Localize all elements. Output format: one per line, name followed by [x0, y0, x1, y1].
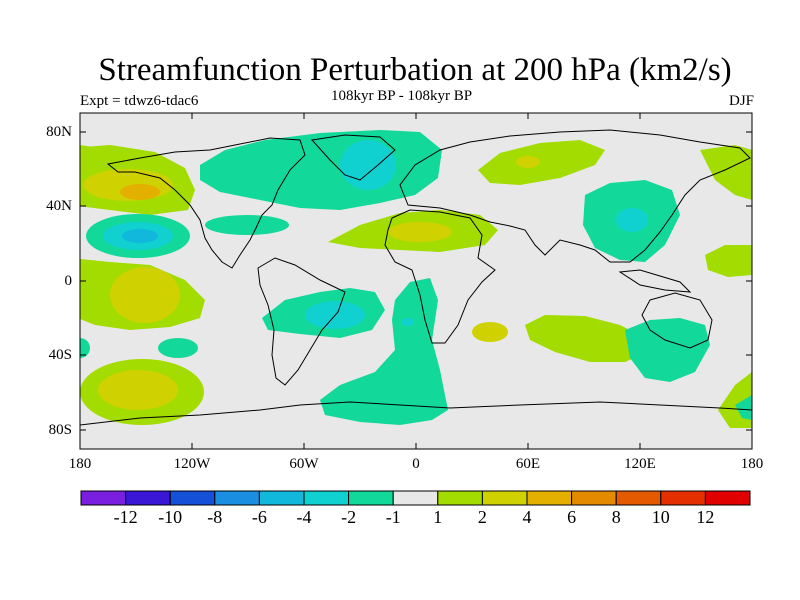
- contour-sw-edge-low: [80, 338, 90, 358]
- colorbar-label: -12: [113, 507, 138, 527]
- coast-indonesia: [618, 269, 692, 293]
- colorbar-label: 6: [567, 507, 577, 527]
- colorbar-box: [169, 490, 216, 506]
- contour-trop-pacific-high-inner: [110, 267, 180, 323]
- colorbar-box: [481, 490, 528, 506]
- coast-africa: [384, 209, 496, 344]
- contour-central-pacific-low-core: [122, 229, 158, 243]
- plot-title: Streamfunction Perturbation at 200 hPa (…: [98, 52, 732, 88]
- colorbar-label: -6: [251, 507, 267, 527]
- lat-label-80s: 80S: [48, 422, 72, 438]
- contour-fields: [80, 130, 752, 428]
- contour-north-west-high: [80, 145, 110, 168]
- colorbar: [80, 490, 751, 506]
- colorbar-box: [392, 490, 439, 506]
- contour-sw-pacific-low-e: [735, 395, 752, 420]
- lat-label-40n: 40N: [46, 198, 72, 214]
- axis-ticks: [80, 113, 752, 449]
- colorbar-label: 1: [433, 507, 443, 527]
- colorbar-box: [526, 490, 573, 506]
- colorbar-box: [80, 490, 127, 506]
- colorbar-box: [348, 490, 394, 506]
- colorbar-box: [214, 490, 260, 506]
- contour-e-asia-low-inner: [616, 208, 648, 232]
- coast-eurasia: [399, 129, 751, 263]
- contour-se-pacific-low: [158, 338, 198, 358]
- lat-label-40s: 40S: [48, 347, 72, 363]
- contour-siberia-high-inner: [516, 156, 540, 168]
- coast-north-america: [106, 137, 306, 269]
- contour-north-east-high: [700, 145, 752, 200]
- coastlines: [80, 129, 752, 426]
- contour-n-america-low: [205, 215, 289, 235]
- colorbar-box: [615, 490, 662, 506]
- contour-s-indian-high: [525, 315, 648, 362]
- contour-n-atlantic-low-inner: [340, 140, 396, 190]
- colorbar-box: [660, 490, 706, 506]
- lon-label-120w: 120W: [173, 456, 211, 472]
- lon-label-180e: 180: [740, 456, 764, 472]
- lat-label-eq: 0: [64, 273, 73, 289]
- lat-label-80n: 80N: [46, 124, 72, 140]
- colorbar-box: [704, 490, 751, 506]
- contour-australia-s-low: [625, 318, 710, 382]
- coast-antarctica: [80, 401, 752, 426]
- colorbar-label: -2: [341, 507, 357, 527]
- contour-s-atlantic-low-inner: [402, 318, 414, 326]
- contour-s-atlantic-low: [320, 278, 448, 425]
- colorbar-label: -10: [158, 507, 183, 527]
- colorbar-box: [571, 490, 617, 506]
- period-label: 108kyr BP - 108kyr BP: [331, 88, 473, 104]
- colorbar-box: [437, 490, 483, 506]
- colorbar-label: 12: [696, 507, 715, 527]
- coast-greenland: [311, 134, 396, 181]
- contour-w-pacific-high: [705, 245, 752, 277]
- colorbar-box: [258, 490, 305, 506]
- lon-label-60e: 60E: [515, 456, 541, 472]
- colorbar-label: -4: [296, 507, 312, 527]
- contour-n-africa-high-inner: [388, 222, 452, 242]
- experiment-label: Expt = tdwz6-tdac6: [80, 93, 199, 109]
- colorbar-label: 2: [477, 507, 487, 527]
- contour-s-pacific-high-inner: [98, 370, 178, 410]
- colorbar-label: 10: [651, 507, 670, 527]
- colorbar-label: -8: [207, 507, 223, 527]
- lon-label-60w: 60W: [289, 456, 319, 472]
- coast-south-america: [257, 257, 346, 386]
- lon-label-0: 0: [412, 456, 420, 472]
- coast-australia: [641, 292, 713, 349]
- contour-siberia-high: [478, 140, 605, 185]
- colorbar-box: [303, 490, 350, 506]
- season-label: DJF: [728, 93, 754, 109]
- colorbar-label: 4: [522, 507, 532, 527]
- colorbar-label: 8: [611, 507, 621, 527]
- lon-label-120e: 120E: [624, 456, 656, 472]
- contour-ne-pacific-high-core: [120, 184, 160, 200]
- lon-label-180w: 180: [68, 456, 92, 472]
- contour-s-africa-high: [472, 322, 508, 342]
- colorbar-label: -1: [385, 507, 401, 527]
- colorbar-box: [125, 490, 171, 506]
